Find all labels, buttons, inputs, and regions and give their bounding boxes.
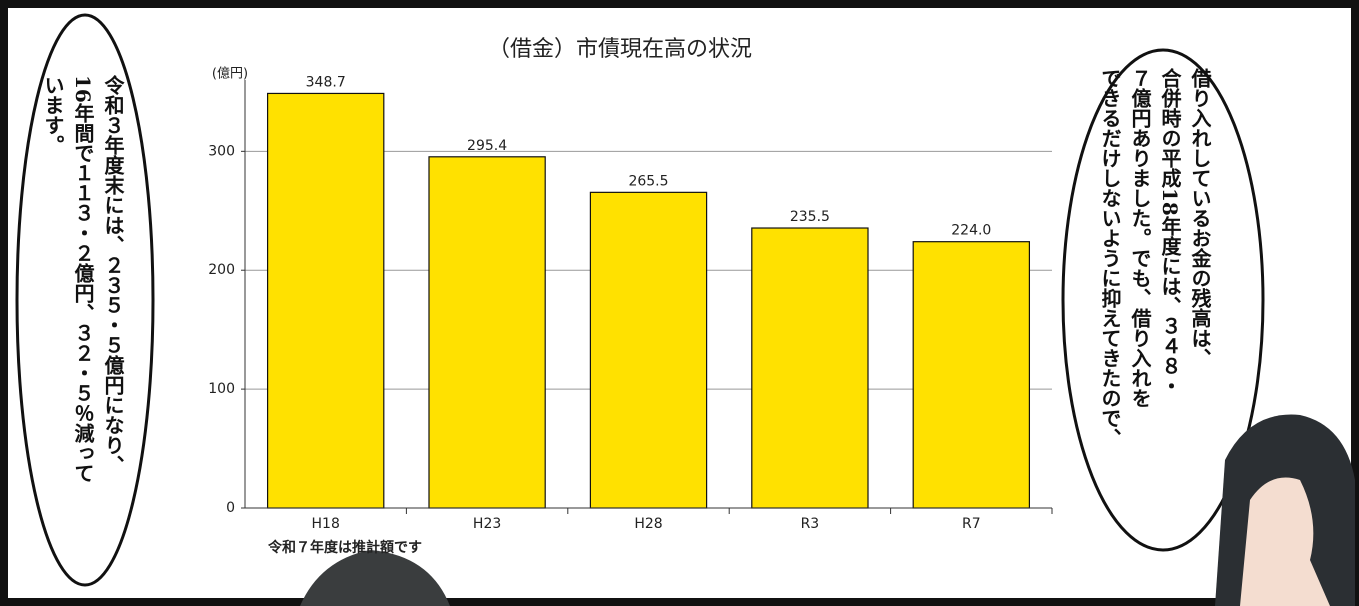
bar [912,241,1031,509]
y-tick-label: 200 [208,262,235,278]
x-tick-label: H23 [473,516,501,532]
bubble-line: 合併時の平成18年度には、３４８・ [1158,68,1182,396]
value-label: 235.5 [790,209,830,225]
bar [751,227,869,509]
right-bubble-text: 借り入れしているお金の残高は、 合併時の平成18年度には、３４８・ ７億円ありました… [1095,68,1215,518]
value-label: 224.0 [951,223,991,239]
x-tick-label: R7 [962,516,981,532]
bar [266,92,385,509]
chart-title: （借金）市債現在高の状況 [488,37,752,62]
character-face [1240,477,1330,606]
bubble-line: できるだけしないように抑えてきたので、 [1098,68,1122,448]
bubble-line: ７億円ありました。でも、借り入れを [1128,68,1152,408]
x-tick-label: H28 [634,516,662,532]
chart-note: 令和７年度は推計額です [267,539,422,556]
bar [428,156,546,509]
value-label: 348.7 [306,74,346,90]
left-bubble-text: 令和３年度末には、２３５・５億円になり、 16年間で１１３・２億円、３２・５％減っ… [38,75,128,555]
bubble-line: います。 [41,75,65,155]
speech-bubble [15,13,155,587]
character-head [300,550,450,606]
bubble-line: 借り入れしているお金の残高は、 [1188,68,1212,368]
speech-bubble [1061,48,1265,552]
x-tick-label: H18 [312,516,340,532]
value-label: 265.5 [628,173,668,189]
bar [589,191,708,509]
bubble-line: 16年間で１１３・２億円、３２・５％減って [71,75,95,483]
y-tick-label: 0 [226,500,235,516]
bubble-line: 令和３年度末には、２３５・５億円になり、 [101,75,125,475]
x-tick-label: R3 [801,516,820,532]
y-tick-label: 100 [208,381,235,397]
y-axis-label: (億円) [212,66,248,82]
y-tick-label: 300 [208,143,235,159]
value-label: 295.4 [467,138,507,154]
